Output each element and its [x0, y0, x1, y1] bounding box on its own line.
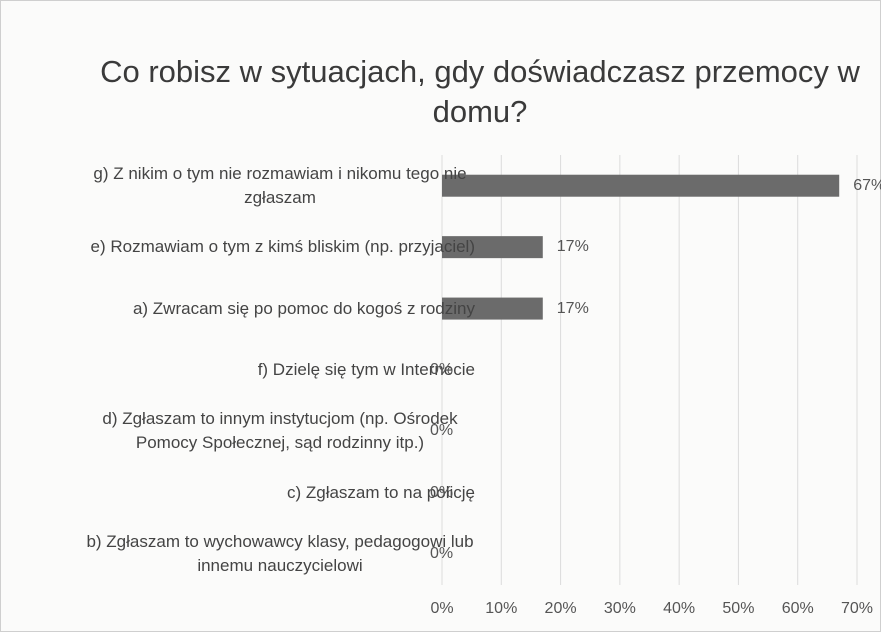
x-tick-label: 40%	[663, 600, 696, 617]
value-label: 0%	[430, 545, 454, 563]
value-label: 0%	[430, 361, 454, 378]
chart-title: Co robisz w sytuacjach, gdy doświadczasz…	[100, 54, 860, 129]
bar	[442, 236, 543, 259]
value-label: 0%	[430, 422, 454, 440]
value-label: 17%	[556, 238, 589, 256]
x-tick-label: 60%	[781, 600, 814, 617]
x-tick-label: 50%	[722, 600, 755, 617]
bar	[442, 174, 840, 197]
bar	[442, 297, 543, 320]
category-label: d) Zgłaszam to innym instytucjom (np. Oś…	[102, 409, 458, 453]
x-tick-label: 30%	[603, 600, 636, 617]
category-label: a) Zwracam się po pomoc do kogoś z rodzi…	[132, 298, 475, 318]
value-label: 0%	[430, 483, 454, 501]
category-label: g) Z nikim o tym nie rozmawiam i nikomu …	[93, 163, 467, 207]
category-label: c) Zgłaszam to na policję	[286, 482, 475, 502]
value-label: 17%	[556, 299, 589, 317]
x-tick-label: 20%	[544, 600, 577, 617]
category-label: f) Dzielę się tym w Internecie	[257, 360, 475, 379]
x-tick-label: 70%	[840, 600, 874, 617]
x-tick-label: 10%	[485, 600, 518, 617]
category-label: b) Zgłaszam to wychowawcy klasy, pedagog…	[86, 532, 474, 576]
category-label: e) Rozmawiam o tym z kimś bliskim (np. p…	[90, 237, 475, 257]
x-tick-label: 0%	[430, 600, 454, 617]
value-label: 67%	[853, 176, 881, 194]
